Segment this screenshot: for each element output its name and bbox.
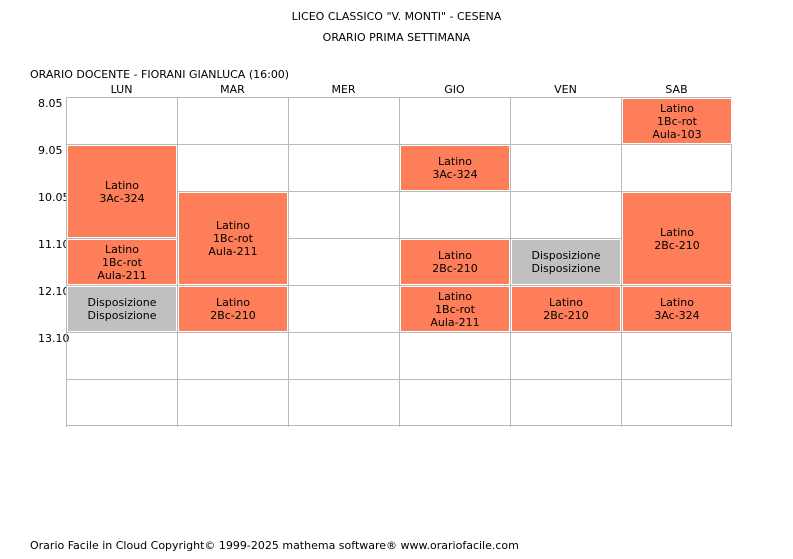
day-header-lun: LUN — [110, 83, 133, 96]
teacher-label: ORARIO DOCENTE - FIORANI GIANLUCA (16:00… — [30, 68, 290, 81]
lesson-line: 3Ac-324 — [99, 191, 145, 205]
grid-column-line — [399, 97, 400, 427]
lesson-line: Disposizione — [87, 296, 157, 309]
hour-label: 13.10 — [38, 332, 70, 345]
hour-label: 12.10 — [38, 285, 70, 298]
lesson-line: 2Bc-210 — [654, 238, 700, 252]
lesson-cell[interactable]: Latino 2Bc-210 — [400, 239, 510, 285]
lesson-line: Latino — [438, 249, 472, 262]
lesson-line: Latino — [105, 242, 139, 256]
lesson-line: 2Bc-210 — [210, 309, 256, 322]
lesson-line: 1Bc-rot — [435, 302, 475, 316]
grid-column-line — [66, 97, 67, 427]
lesson-line: Disposizione — [87, 309, 157, 322]
lesson-cell[interactable]: Latino 1Bc-rot Aula-211 — [178, 192, 288, 285]
lesson-cell[interactable]: Latino 3Ac-324 — [622, 286, 732, 332]
lesson-line: 2Bc-210 — [543, 309, 589, 322]
lesson-line: 3Ac-324 — [654, 309, 700, 322]
lesson-cell[interactable]: Latino 3Ac-324 — [400, 145, 510, 191]
lesson-line: Latino — [438, 289, 472, 303]
lesson-line: 1Bc-rot — [102, 255, 142, 269]
hour-label: 8.05 — [38, 97, 63, 110]
grid-column-line — [621, 97, 622, 427]
week-title: ORARIO PRIMA SETTIMANA — [322, 31, 471, 44]
lesson-cell[interactable]: Latino 2Bc-210 — [511, 286, 621, 332]
school-title: LICEO CLASSICO "V. MONTI" - CESENA — [291, 10, 502, 23]
hour-label: 9.05 — [38, 144, 63, 157]
lesson-line: 3Ac-324 — [432, 168, 478, 181]
lesson-line: Latino — [216, 219, 250, 232]
lesson-cell[interactable]: Latino 2Bc-210 — [178, 286, 288, 332]
grid-column-line — [288, 97, 289, 427]
grid-column-line — [177, 97, 178, 427]
lesson-line: Disposizione — [531, 262, 601, 275]
disposizione-cell[interactable]: Disposizione Disposizione — [67, 286, 177, 332]
lesson-line: Latino — [105, 178, 139, 192]
lesson-line: Latino — [216, 296, 250, 309]
lesson-line: Latino — [660, 296, 694, 309]
lesson-cell[interactable]: Latino 1Bc-rot Aula-103 — [622, 98, 732, 144]
day-header-ven: VEN — [554, 83, 577, 96]
lesson-line: Aula-211 — [97, 268, 147, 282]
grid-column-line — [510, 97, 511, 427]
footer-copyright: Orario Facile in Cloud Copyright© 1999-2… — [30, 539, 519, 552]
lesson-cell[interactable]: Latino 1Bc-rot Aula-211 — [67, 239, 177, 285]
lesson-line: 1Bc-rot — [657, 114, 697, 128]
lesson-cell[interactable]: Latino 1Bc-rot Aula-211 — [400, 286, 510, 332]
lesson-cell[interactable]: Latino 3Ac-324 — [67, 145, 177, 238]
lesson-line: Aula-103 — [652, 127, 702, 141]
day-header-mar: MAR — [220, 83, 245, 96]
lesson-line: Latino — [660, 101, 694, 115]
lesson-line: Latino — [660, 225, 694, 239]
hour-label: 11.10 — [38, 238, 70, 251]
lesson-line: Disposizione — [531, 249, 601, 262]
hour-label: 10.05 — [38, 191, 70, 204]
lesson-cell[interactable]: Latino 2Bc-210 — [622, 192, 732, 285]
day-header-sab: SAB — [665, 83, 688, 96]
disposizione-cell[interactable]: Disposizione Disposizione — [511, 239, 621, 285]
lesson-line: 2Bc-210 — [432, 262, 478, 275]
day-header-mer: MER — [331, 83, 356, 96]
lesson-line: Latino — [549, 296, 583, 309]
day-header-gio: GIO — [444, 83, 465, 96]
lesson-line: Latino — [438, 155, 472, 168]
lesson-line: 1Bc-rot — [213, 232, 253, 245]
timetable-grid: Latino 3Ac-324 Latino 1Bc-rot Aula-211 Dispos… — [66, 97, 732, 427]
lesson-line: Aula-211 — [208, 245, 258, 258]
lesson-line: Aula-211 — [430, 315, 480, 329]
